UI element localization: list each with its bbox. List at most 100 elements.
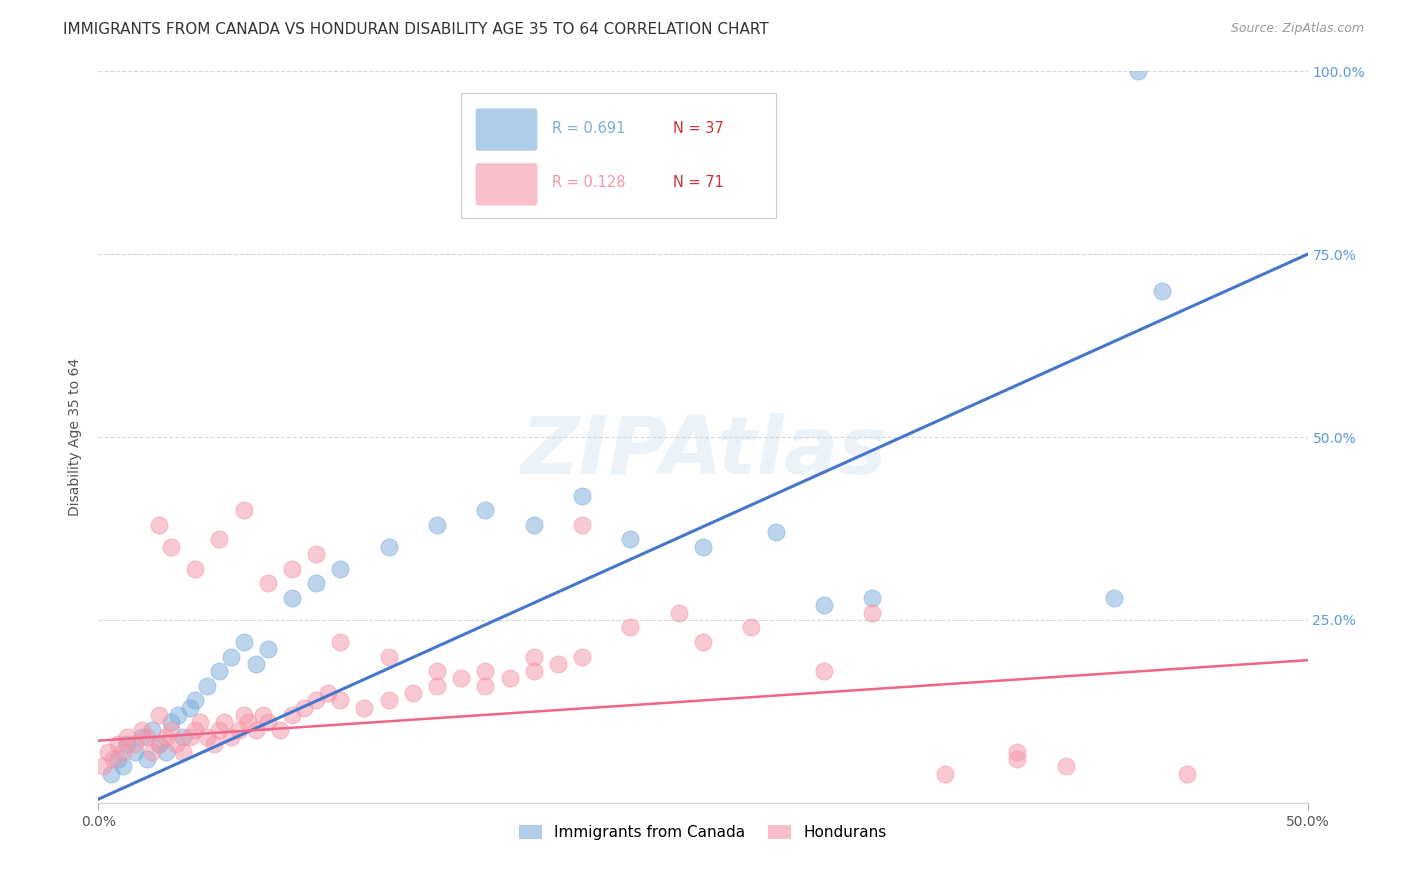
Immigrants from Canada (160, 715, 183, 730)
Hondurans (305, 693, 328, 707)
Hondurans (204, 737, 226, 751)
Hondurans (188, 715, 211, 730)
Hondurans (813, 664, 835, 678)
Immigrants from Canada (148, 737, 170, 751)
Hondurans (160, 540, 183, 554)
Hondurans (934, 766, 956, 780)
Immigrants from Canada (1102, 591, 1125, 605)
Hondurans (111, 745, 134, 759)
Immigrants from Canada (305, 576, 328, 591)
FancyBboxPatch shape (475, 163, 537, 205)
Legend: Immigrants from Canada, Hondurans: Immigrants from Canada, Hondurans (513, 819, 893, 847)
Hondurans (155, 730, 177, 744)
Hondurans (1007, 752, 1029, 766)
FancyBboxPatch shape (475, 108, 537, 151)
Hondurans (208, 533, 231, 547)
Hondurans (135, 730, 157, 744)
Hondurans (184, 562, 207, 576)
Immigrants from Canada (813, 599, 835, 613)
Immigrants from Canada (619, 533, 641, 547)
Immigrants from Canada (281, 591, 304, 605)
Immigrants from Canada (329, 562, 352, 576)
Hondurans (377, 649, 399, 664)
Immigrants from Canada (221, 649, 243, 664)
Hondurans (195, 730, 218, 744)
Hondurans (353, 700, 375, 714)
Hondurans (208, 723, 231, 737)
Immigrants from Canada (860, 591, 883, 605)
Hondurans (450, 672, 472, 686)
Hondurans (474, 679, 496, 693)
Immigrants from Canada (377, 540, 399, 554)
Hondurans (1175, 766, 1198, 780)
Hondurans (523, 664, 546, 678)
Hondurans (571, 649, 593, 664)
Immigrants from Canada (474, 503, 496, 517)
Immigrants from Canada (167, 708, 190, 723)
Hondurans (252, 708, 274, 723)
Immigrants from Canada (135, 752, 157, 766)
Hondurans (245, 723, 267, 737)
Hondurans (523, 649, 546, 664)
Hondurans (571, 517, 593, 532)
Hondurans (329, 635, 352, 649)
Immigrants from Canada (172, 730, 194, 744)
Immigrants from Canada (245, 657, 267, 671)
Immigrants from Canada (100, 766, 122, 780)
Immigrants from Canada (155, 745, 177, 759)
Immigrants from Canada (571, 489, 593, 503)
Hondurans (117, 730, 139, 744)
Hondurans (860, 606, 883, 620)
Hondurans (668, 606, 690, 620)
Hondurans (498, 672, 520, 686)
Immigrants from Canada (1128, 64, 1150, 78)
Hondurans (402, 686, 425, 700)
Hondurans (281, 708, 304, 723)
Immigrants from Canada (256, 642, 278, 657)
Hondurans (184, 723, 207, 737)
Hondurans (131, 723, 153, 737)
Immigrants from Canada (208, 664, 231, 678)
Hondurans (124, 737, 146, 751)
Immigrants from Canada (184, 693, 207, 707)
Hondurans (292, 700, 315, 714)
Hondurans (172, 745, 194, 759)
Hondurans (316, 686, 339, 700)
Hondurans (91, 759, 114, 773)
Hondurans (474, 664, 496, 678)
Hondurans (165, 737, 187, 751)
Immigrants from Canada (111, 759, 134, 773)
Hondurans (426, 664, 449, 678)
Y-axis label: Disability Age 35 to 64: Disability Age 35 to 64 (69, 358, 83, 516)
Hondurans (141, 745, 163, 759)
Hondurans (232, 503, 254, 517)
Hondurans (269, 723, 291, 737)
Hondurans (101, 752, 124, 766)
Hondurans (228, 723, 250, 737)
Immigrants from Canada (107, 752, 129, 766)
Hondurans (97, 745, 120, 759)
Hondurans (740, 620, 762, 634)
Immigrants from Canada (124, 745, 146, 759)
Hondurans (232, 708, 254, 723)
Hondurans (281, 562, 304, 576)
Hondurans (426, 679, 449, 693)
Hondurans (148, 737, 170, 751)
Text: N = 37: N = 37 (672, 120, 724, 136)
Immigrants from Canada (1152, 284, 1174, 298)
Text: R = 0.128: R = 0.128 (551, 176, 626, 190)
Immigrants from Canada (195, 679, 218, 693)
Hondurans (377, 693, 399, 707)
Hondurans (692, 635, 714, 649)
Immigrants from Canada (117, 737, 139, 751)
Hondurans (1007, 745, 1029, 759)
Immigrants from Canada (179, 700, 201, 714)
Hondurans (221, 730, 243, 744)
Text: IMMIGRANTS FROM CANADA VS HONDURAN DISABILITY AGE 35 TO 64 CORRELATION CHART: IMMIGRANTS FROM CANADA VS HONDURAN DISAB… (63, 22, 769, 37)
Hondurans (179, 730, 201, 744)
FancyBboxPatch shape (461, 94, 776, 218)
Hondurans (305, 547, 328, 561)
Hondurans (1054, 759, 1077, 773)
Immigrants from Canada (692, 540, 714, 554)
Hondurans (256, 576, 278, 591)
